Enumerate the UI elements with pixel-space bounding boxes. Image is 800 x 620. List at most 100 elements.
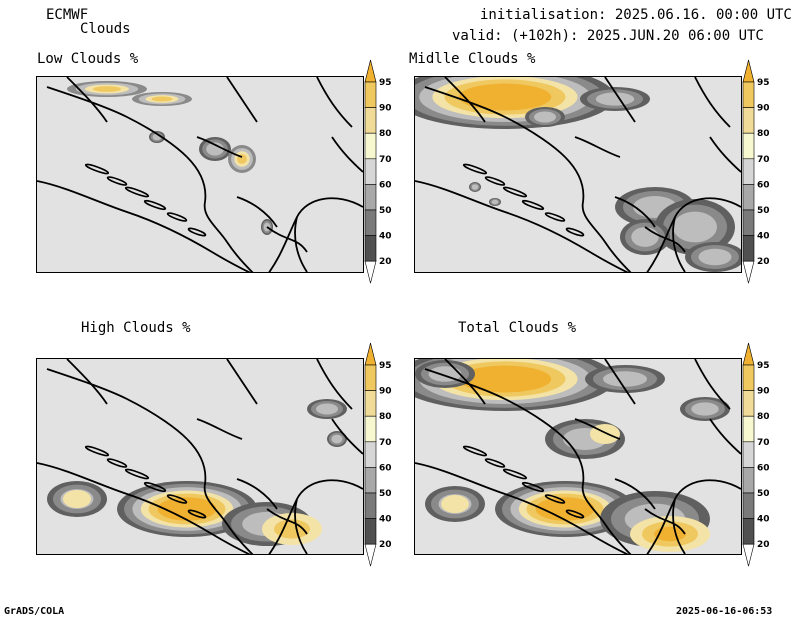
colorbar-tick-label: 80 <box>379 129 392 139</box>
cloud-cover-area <box>458 83 552 111</box>
colorbar-segment <box>364 184 377 211</box>
cloud-cover-area <box>698 248 732 266</box>
cloud-cover-area <box>491 199 499 205</box>
border-line <box>564 156 632 272</box>
island-outline <box>484 176 506 186</box>
border-line <box>672 216 686 272</box>
border-line <box>614 478 656 510</box>
colorbar-bottom-arrow <box>742 260 755 284</box>
border-line <box>226 77 258 123</box>
colorbar-tick-label: 40 <box>757 515 770 525</box>
border-line <box>268 197 363 272</box>
colorbar-tick-label: 70 <box>757 438 770 448</box>
colorbar-tick-label: 60 <box>757 463 770 473</box>
border-line <box>37 180 251 272</box>
border-line <box>646 197 741 272</box>
colorbar-segment <box>742 209 755 236</box>
init-time: initialisation: 2025.06.16. 00:00 UTC <box>480 7 792 23</box>
colorbar-bottom-arrow <box>364 543 377 567</box>
colorbar-tick-label: 70 <box>379 438 392 448</box>
colorbar-segment <box>742 415 755 443</box>
colorbar-tick-label: 95 <box>379 78 392 88</box>
cloud-cover-area <box>691 402 719 416</box>
total-clouds-map <box>414 358 742 555</box>
product-label: Clouds <box>80 21 131 37</box>
cloud-cover-area <box>458 365 552 393</box>
colorbar-segment <box>742 81 755 108</box>
high-clouds-map <box>36 358 364 555</box>
cloud-cover-area <box>93 86 121 92</box>
border-line <box>268 479 363 554</box>
colorbar-tick-label: 60 <box>757 180 770 190</box>
colorbar-tick-label: 70 <box>379 155 392 165</box>
border-line <box>694 77 731 128</box>
border-line <box>574 418 621 440</box>
border-line <box>644 508 686 535</box>
border-line <box>646 479 741 554</box>
colorbar-tick-label: 50 <box>379 206 392 216</box>
colorbar-low: 95 90 80 70 60 50 40 20 <box>364 58 394 296</box>
island-outline <box>124 468 150 480</box>
colorbar-segment <box>364 492 377 519</box>
island-outline <box>521 199 545 211</box>
border-line <box>574 136 621 158</box>
border-line <box>266 508 308 535</box>
cloud-cover-area <box>157 497 217 521</box>
border-line <box>186 438 254 554</box>
border-line <box>316 359 353 410</box>
colorbar-tick-label: 20 <box>379 257 392 267</box>
island-outline <box>187 227 207 237</box>
colorbar-tick-label: 80 <box>379 412 392 422</box>
colorbar-segment <box>742 467 755 494</box>
island-outline <box>462 163 488 175</box>
cloud-cover-area <box>151 96 173 102</box>
cloud-cover-area <box>535 497 595 521</box>
island-outline <box>143 481 167 493</box>
colorbar-tick-label: 80 <box>757 129 770 139</box>
colorbar-top-arrow <box>742 59 755 83</box>
border-line <box>294 216 308 272</box>
colorbar-tick-label: 80 <box>757 412 770 422</box>
cloud-cover-area <box>441 495 469 513</box>
colorbar-segment <box>364 158 377 185</box>
colorbar-tick-label: 95 <box>757 361 770 371</box>
border-line <box>66 77 108 123</box>
colorbar-tick-label: 50 <box>757 489 770 499</box>
colorbar-tick-label: 20 <box>757 540 770 550</box>
cloud-cover-area <box>603 371 647 387</box>
border-line <box>196 136 243 158</box>
island-outline <box>143 199 167 211</box>
colorbar-segment <box>364 132 377 160</box>
cloud-cover-area <box>331 434 343 444</box>
low-clouds-map <box>36 76 364 273</box>
colorbar-segment <box>364 441 377 468</box>
colorbar-top-arrow <box>364 342 377 366</box>
island-outline <box>106 176 128 186</box>
footer-timestamp: 2025-06-16-06:53 <box>676 606 773 617</box>
border-line <box>444 77 486 123</box>
valid-time: valid: (+102h): 2025.JUN.20 06:00 UTC <box>452 28 764 44</box>
island-outline <box>544 494 566 504</box>
colorbar-segment <box>742 492 755 519</box>
colorbar-segment <box>742 364 755 391</box>
colorbar-bottom-arrow <box>742 543 755 567</box>
island-outline <box>565 227 585 237</box>
colorbar-middle: 95 90 80 70 60 50 40 20 <box>742 58 772 296</box>
colorbar-segment <box>364 518 377 545</box>
border-line <box>424 86 566 158</box>
border-line <box>46 86 188 158</box>
border-line <box>66 359 108 405</box>
colorbar-segment <box>742 158 755 185</box>
colorbar-segment <box>364 364 377 391</box>
island-outline <box>84 445 110 457</box>
colorbar-tick-label: 60 <box>379 463 392 473</box>
cloud-cover-area <box>274 519 310 539</box>
border-line <box>331 418 363 455</box>
island-outline <box>484 458 506 468</box>
colorbar-tick-label: 90 <box>379 104 392 114</box>
island-outline <box>84 163 110 175</box>
colorbar-tick-label: 20 <box>757 257 770 267</box>
panel-title-total: Total Clouds % <box>458 320 577 336</box>
island-outline <box>166 212 188 222</box>
colorbar-tick-label: 20 <box>379 540 392 550</box>
